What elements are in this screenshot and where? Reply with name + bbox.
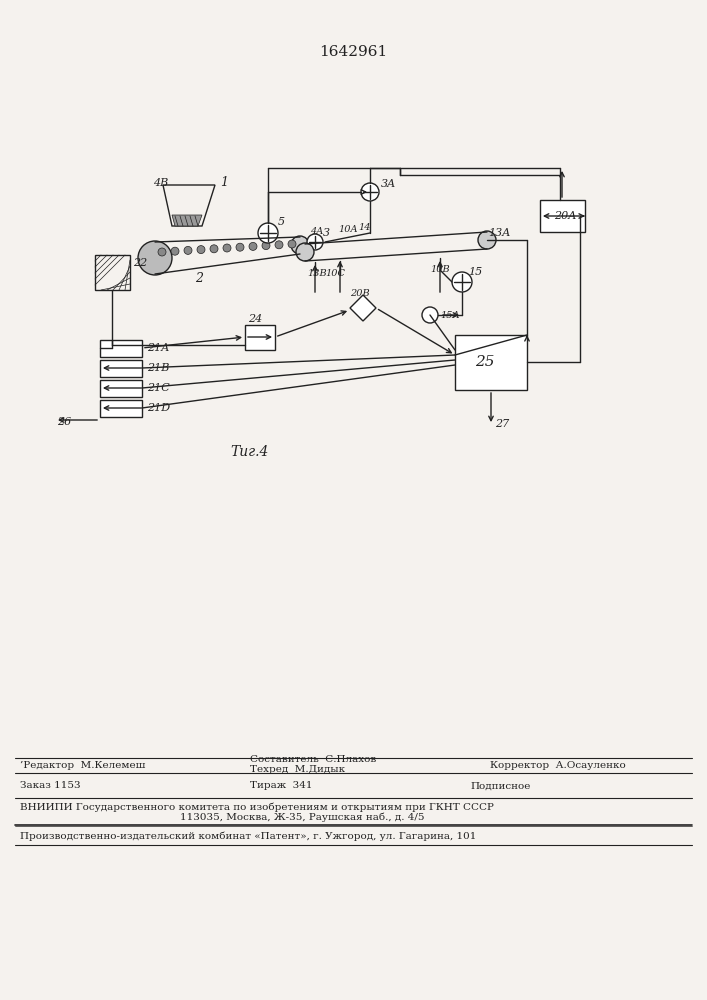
Text: 15A: 15A <box>440 310 460 320</box>
Circle shape <box>158 248 166 256</box>
Text: 20A: 20A <box>554 211 576 221</box>
Text: 10B: 10B <box>430 265 450 274</box>
Text: ВНИИПИ Государственного комитета по изобретениям и открытиям при ГКНТ СССР: ВНИИПИ Государственного комитета по изоб… <box>20 802 494 812</box>
Text: Подписное: Подписное <box>470 782 530 790</box>
Circle shape <box>291 236 309 254</box>
Text: 5: 5 <box>278 217 285 227</box>
Text: Составитель  С.Плахов: Составитель С.Плахов <box>250 756 376 764</box>
Text: 4B: 4B <box>153 178 168 188</box>
Text: 26: 26 <box>57 417 71 427</box>
Text: Техред  М.Дидык: Техред М.Дидык <box>250 766 345 774</box>
Circle shape <box>197 246 205 254</box>
Text: 1642961: 1642961 <box>319 45 387 59</box>
Text: 4A: 4A <box>310 228 323 236</box>
Text: 15: 15 <box>468 267 482 277</box>
Text: 20B: 20B <box>350 290 370 298</box>
Text: 113035, Москва, Ж-35, Раушская наб., д. 4/5: 113035, Москва, Ж-35, Раушская наб., д. … <box>180 812 424 822</box>
Text: 21D: 21D <box>147 403 170 413</box>
Circle shape <box>223 244 231 252</box>
Text: 21A: 21A <box>147 343 169 353</box>
Text: Тираж  341: Тираж 341 <box>250 782 312 790</box>
Circle shape <box>361 183 379 201</box>
Circle shape <box>184 246 192 254</box>
Text: 3: 3 <box>323 228 330 238</box>
Circle shape <box>249 242 257 250</box>
Bar <box>100 380 142 397</box>
Text: 1: 1 <box>220 176 228 190</box>
Bar <box>245 325 275 350</box>
Text: 2: 2 <box>195 271 203 284</box>
Bar <box>100 400 142 417</box>
Circle shape <box>262 242 270 250</box>
Text: 24: 24 <box>248 314 262 324</box>
Circle shape <box>210 245 218 253</box>
Text: ’Редактор  М.Келемеш: ’Редактор М.Келемеш <box>20 760 146 770</box>
Text: 14: 14 <box>358 224 370 232</box>
Circle shape <box>452 272 472 292</box>
Polygon shape <box>350 295 376 321</box>
Bar <box>455 335 527 390</box>
Bar <box>100 340 142 357</box>
Circle shape <box>236 243 244 251</box>
Circle shape <box>307 234 323 250</box>
Circle shape <box>422 307 438 323</box>
Text: Τиг.4: Τиг.4 <box>230 445 269 459</box>
Circle shape <box>258 223 278 243</box>
Text: 10A: 10A <box>338 226 358 234</box>
Text: Заказ 1153: Заказ 1153 <box>20 782 81 790</box>
Circle shape <box>288 240 296 248</box>
Circle shape <box>478 231 496 249</box>
Bar <box>100 360 142 377</box>
Text: Производственно-издательский комбинат «Патент», г. Ужгород, ул. Гагарина, 101: Производственно-издательский комбинат «П… <box>20 831 477 841</box>
Circle shape <box>171 247 179 255</box>
Bar <box>540 200 585 232</box>
Circle shape <box>275 241 283 249</box>
Bar <box>95 255 130 290</box>
Text: 21C: 21C <box>147 383 170 393</box>
Text: 10C: 10C <box>325 269 345 278</box>
Text: 21B: 21B <box>147 363 170 373</box>
Text: 13B: 13B <box>307 269 327 278</box>
Text: 22: 22 <box>133 258 147 268</box>
Polygon shape <box>172 215 202 226</box>
Circle shape <box>138 241 172 275</box>
Text: 27: 27 <box>495 419 509 429</box>
Text: 13A: 13A <box>488 228 510 238</box>
Text: Корректор  А.Осауленко: Корректор А.Осауленко <box>490 760 626 770</box>
Text: 25: 25 <box>475 355 494 369</box>
Circle shape <box>296 243 314 261</box>
Text: 3A: 3A <box>381 179 396 189</box>
